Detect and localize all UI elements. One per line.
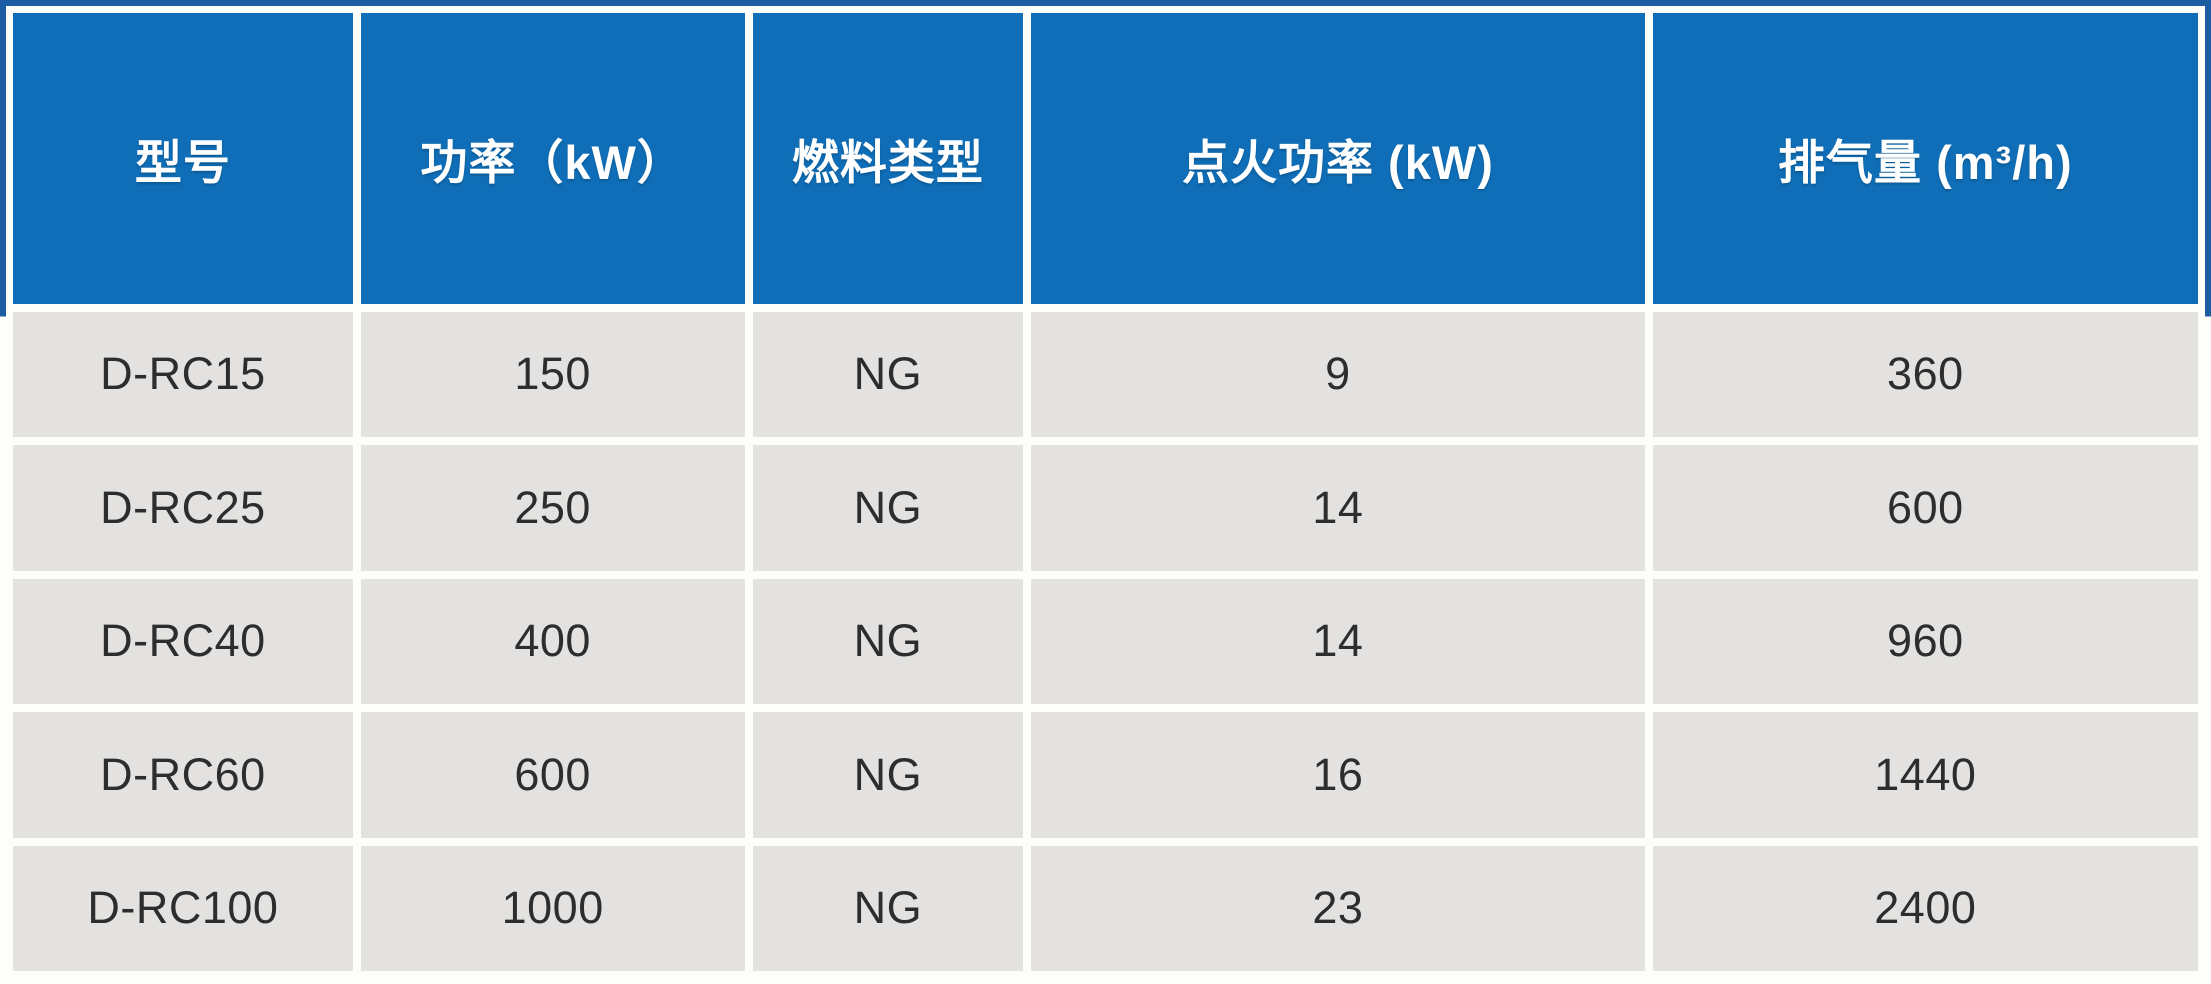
- cell-ignition-power: 16: [1031, 712, 1645, 838]
- column-header-fuel-type: 燃料类型: [752, 13, 1024, 304]
- cell-exhaust-volume: 960: [1652, 578, 2198, 705]
- cell-ignition-power: 9: [1031, 311, 1645, 438]
- cell-power: 400: [360, 578, 745, 705]
- cell-exhaust-volume: 1440: [1652, 712, 2198, 838]
- cell-fuel-type: NG: [752, 445, 1024, 571]
- cell-fuel-type: NG: [752, 845, 1024, 971]
- cell-model: D-RC60: [13, 712, 353, 838]
- cell-ignition-power: 14: [1031, 578, 1645, 705]
- cell-power: 250: [360, 445, 745, 571]
- cell-power: 150: [360, 311, 745, 438]
- column-header-power: 功率（kW）: [360, 13, 745, 304]
- cell-fuel-type: NG: [752, 311, 1024, 438]
- spec-table: 型号 功率（kW） 燃料类型 点火功率 (kW) 排气量 (m³/h) D-RC…: [13, 13, 2198, 971]
- cell-ignition-power: 14: [1031, 445, 1645, 571]
- cell-fuel-type: NG: [752, 712, 1024, 838]
- column-header-ignition-power: 点火功率 (kW): [1031, 13, 1645, 304]
- cell-model: D-RC40: [13, 578, 353, 705]
- cell-model: D-RC100: [13, 845, 353, 971]
- cell-model: D-RC15: [13, 311, 353, 438]
- cell-fuel-type: NG: [752, 578, 1024, 705]
- cell-model: D-RC25: [13, 445, 353, 571]
- column-header-model: 型号: [13, 13, 353, 304]
- cell-power: 600: [360, 712, 745, 838]
- column-header-exhaust-volume: 排气量 (m³/h): [1652, 13, 2198, 304]
- cell-exhaust-volume: 360: [1652, 311, 2198, 438]
- cell-exhaust-volume: 2400: [1652, 845, 2198, 971]
- cell-exhaust-volume: 600: [1652, 445, 2198, 571]
- cell-ignition-power: 23: [1031, 845, 1645, 971]
- cell-power: 1000: [360, 845, 745, 971]
